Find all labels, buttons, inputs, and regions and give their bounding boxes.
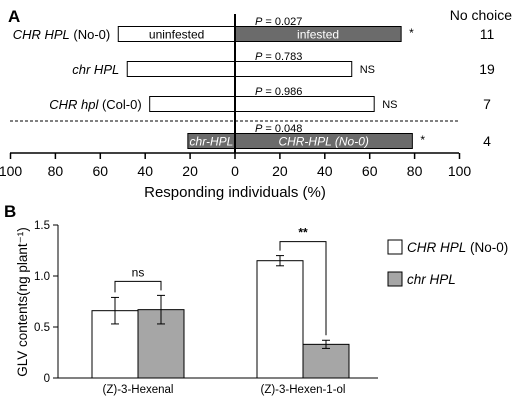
y-tick-label: 1.0 — [34, 271, 50, 283]
right-response-bar — [234, 96, 375, 112]
legend-entry: CHR HPL (No-0) — [407, 240, 508, 255]
x-tick-label: 20 — [272, 163, 288, 179]
significance-bracket — [279, 241, 327, 336]
panel-b-bars: (Z)-3-Hexenal (Z)-3-Hexen-1-ol ns ** — [91, 226, 350, 396]
right-bar-label: infested — [297, 28, 339, 42]
choice-row: chr-HPL CHR-HPL (No-0)P = 0.048 * 4 — [187, 123, 491, 149]
significance-marker: NS — [360, 64, 375, 76]
y-tick-label: 1.5 — [34, 220, 50, 232]
no-choice-count: 19 — [479, 61, 495, 77]
left-response-bar — [149, 96, 236, 112]
left-bar-label: uninfested — [149, 28, 204, 42]
x-tick-label: 60 — [362, 163, 378, 179]
panel-b-label: B — [4, 202, 16, 221]
significance-marker: * — [409, 26, 414, 40]
no-choice-count: 4 — [483, 133, 491, 149]
p-value-label: P = 0.027 — [255, 16, 302, 28]
glv-bar — [256, 260, 304, 379]
panel-a-label: A — [8, 7, 20, 26]
p-value-label: P = 0.783 — [255, 51, 302, 63]
p-value-label: P = 0.986 — [255, 86, 302, 98]
no-choice-header: No choice — [450, 7, 512, 23]
y-tick-label: 0 — [44, 373, 50, 385]
category-label: (Z)-3-Hexen-1-ol — [261, 384, 346, 396]
no-choice-count: 7 — [483, 96, 491, 112]
x-tick-label: 40 — [137, 163, 153, 179]
no-choice-count: 11 — [480, 26, 495, 42]
y-tick-label: 0.5 — [34, 322, 50, 334]
x-tick-label: 100 — [0, 163, 22, 179]
row-label: CHR HPL (No-0) — [13, 27, 111, 42]
bracket-annotation: ns — [132, 265, 145, 279]
left-response-bar — [126, 61, 236, 77]
choice-row: P = 0.783 NS chr HPL 19 — [72, 51, 495, 77]
x-tick-label: 80 — [48, 163, 64, 179]
left-bar-label: chr-HPL — [190, 135, 234, 149]
x-tick-label: 100 — [448, 163, 472, 179]
x-tick-label: 20 — [182, 163, 198, 179]
y-axis-label: GLV contents(ng plant⁻¹) — [15, 227, 30, 376]
bracket-annotation: ** — [298, 226, 308, 240]
right-bar-label: CHR-HPL (No-0) — [278, 135, 368, 149]
significance-marker: NS — [382, 99, 397, 111]
right-response-bar — [234, 61, 353, 77]
p-value-label: P = 0.048 — [255, 123, 302, 135]
x-tick-label: 80 — [407, 163, 423, 179]
x-tick-label: 40 — [317, 163, 333, 179]
significance-marker: * — [420, 133, 425, 147]
x-tick-label: 60 — [93, 163, 109, 179]
x-tick-label: 0 — [231, 163, 239, 179]
row-label: chr HPL — [72, 62, 119, 77]
panel-a-x-axis: 100 80 60 40 20 0 20 40 60 80 100 — [0, 152, 472, 179]
legend-entry: chr HPL — [407, 272, 456, 287]
legend-swatch — [387, 239, 403, 255]
category-label: (Z)-3-Hexenal — [103, 384, 174, 396]
significance-bracket — [114, 280, 162, 293]
x-axis-label: Responding individuals (%) — [144, 184, 326, 201]
glv-bar — [302, 343, 350, 379]
row-label: CHR hpl (Col-0) — [49, 97, 141, 112]
legend: CHR HPL (No-0) chr HPL — [387, 239, 508, 287]
choice-row: P = 0.986 NS CHR hpl (Col-0) 7 — [49, 86, 491, 112]
panel-b: B GLV contents(ng plant⁻¹) 0 0.5 1.0 1.5 (Z… — [4, 202, 508, 396]
legend-swatch — [387, 271, 403, 287]
